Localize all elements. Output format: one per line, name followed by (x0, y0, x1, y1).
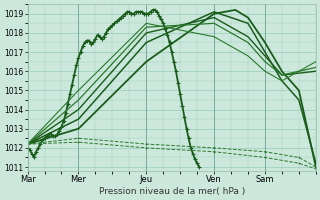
X-axis label: Pression niveau de la mer( hPa ): Pression niveau de la mer( hPa ) (99, 187, 245, 196)
